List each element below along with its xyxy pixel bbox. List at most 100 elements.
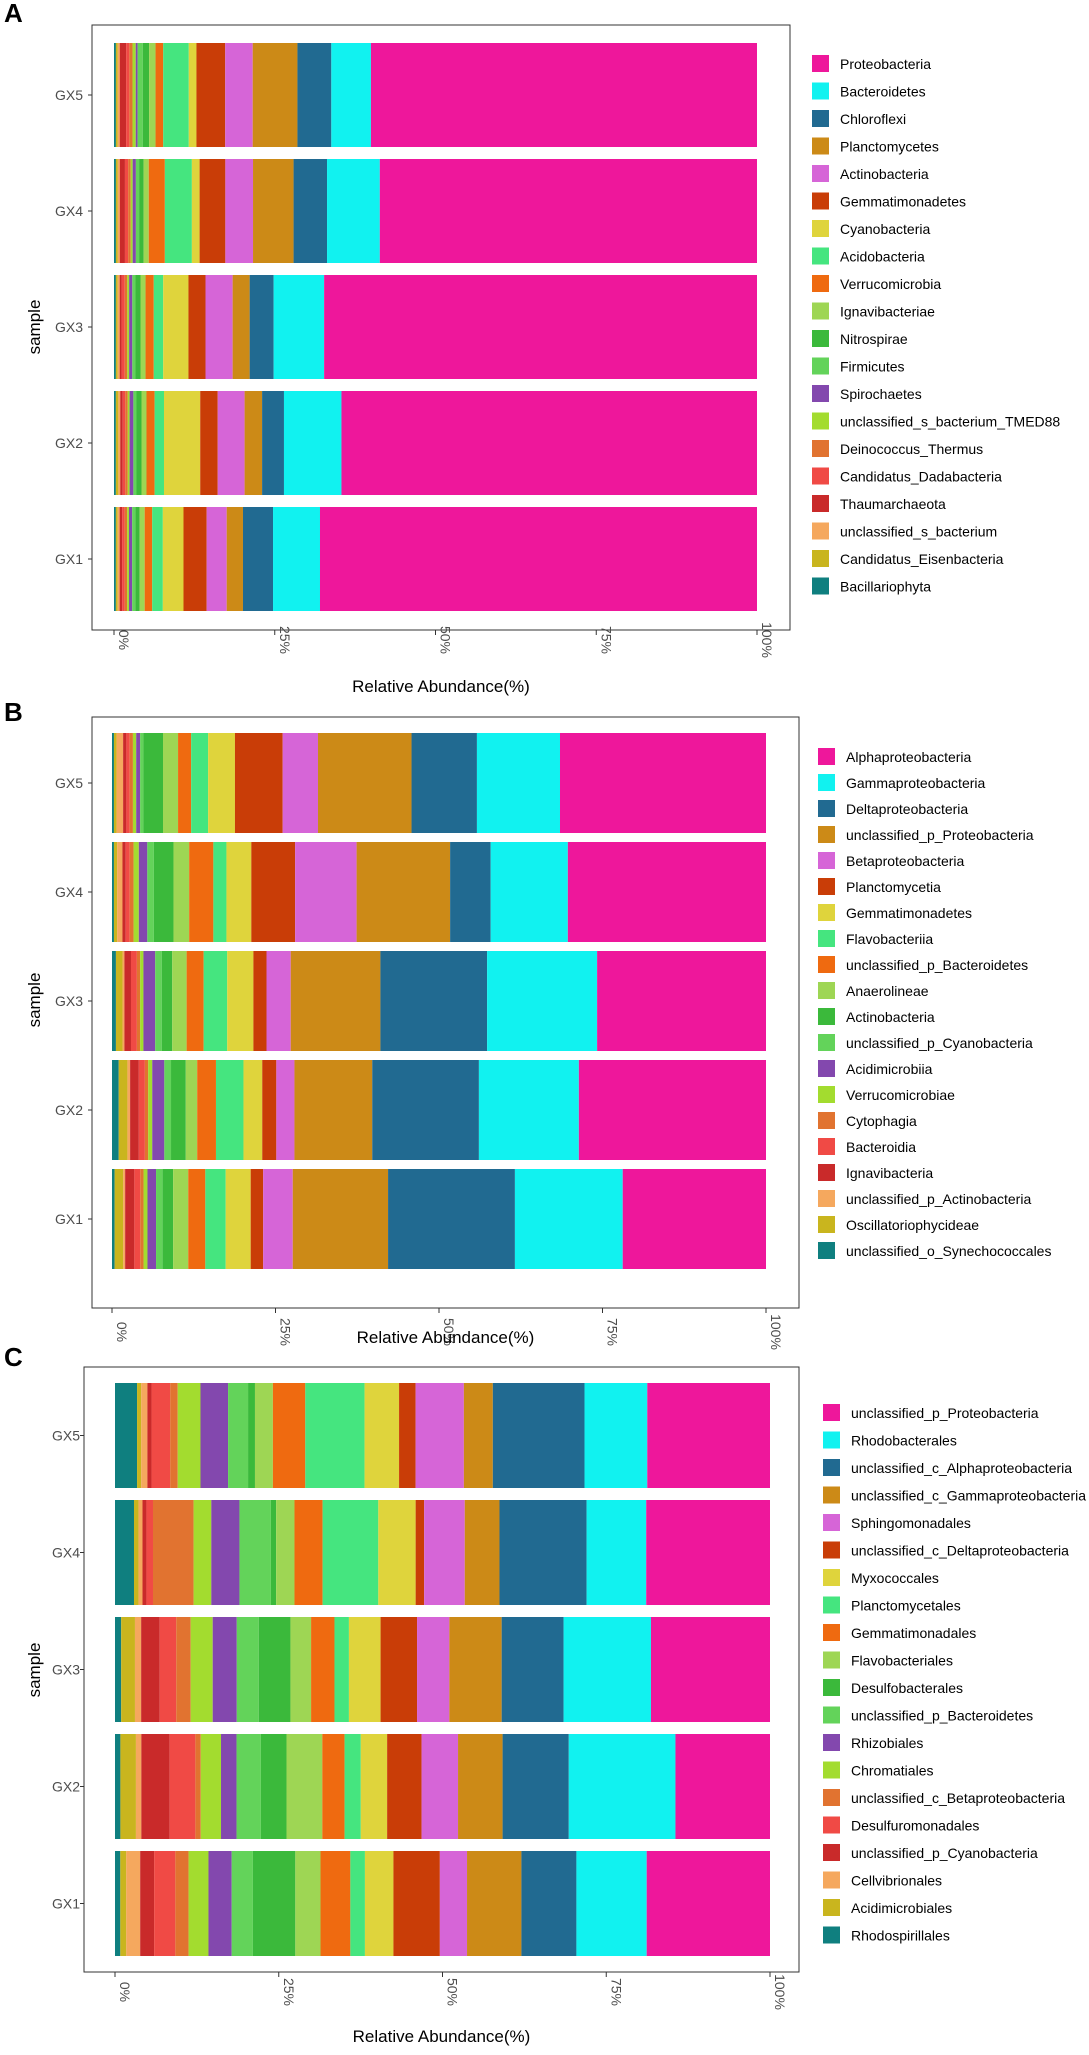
bar-segment-c-gx4-myxococcales: GX4 · Myxococcales: 5.7: [378, 1500, 416, 1605]
bar-segment-a-gx2-deinococcus-thermus: GX2 · Deinococcus_Thermus: 0.4: [125, 391, 128, 495]
bar-segment-b-gx1-betaproteobacteria: GX1 · Betaproteobacteria: 4.5: [263, 1169, 293, 1269]
bar-segment-a-gx2-cyanobacteria: GX2 · Cyanobacteria: 5.8: [163, 391, 201, 495]
bar-segment-a-gx4-nitrospirae: GX4 · Nitrospirae: 0.7: [139, 159, 144, 263]
bar-segment-b-gx4-cytophagia: GX4 · Cytophagia: 0.6: [129, 842, 134, 942]
sample-label-gx1: GX1: [52, 1896, 80, 1912]
x-axis-title-c: Relative Abundance(%): [353, 2027, 531, 2046]
bar-segment-a-gx1-bacillariophyta: GX1 · Bacillariophyta: 0.3: [114, 507, 116, 611]
bar-segment-a-gx4-ignavibacteriae: GX4 · Ignavibacteriae: 0.8: [143, 159, 149, 263]
bar-segment-a-gx1-acidobacteria: GX1 · Acidobacteria: 1.7: [152, 507, 163, 611]
bar-segment-b-gx3-unclassified-p-bacteroidetes: GX3 · unclassified_p_Bacteroidetes: 2.6: [186, 951, 204, 1051]
bar-segment-c-gx1-rhodospirillales: GX1 · Rhodospirillales: 0.8: [115, 1851, 121, 1956]
bar-segment-c-gx4-unclassified-p-proteobacteria: GX4 · unclassified_p_Proteobacteria: 18.…: [646, 1500, 770, 1605]
bar-segment-a-gx1-spirochaetes: GX1 · Spirochaetes: 0.5: [129, 507, 133, 611]
x-tick-label-a-1: 25%: [277, 626, 293, 654]
y-axis-title-b: sample: [25, 973, 44, 1028]
bar-segment-a-gx3-bacteroidetes: GX3 · Bacteroidetes: 8: [273, 275, 325, 379]
legend-swatch-c-planctomycetales: [823, 1596, 840, 1614]
legend-label-c-unclassified-c-deltaproteobacteria: unclassified_c_Deltaproteobacteria: [851, 1543, 1069, 1559]
bar-segment-a-gx3-ignavibacteriae: GX3 · Ignavibacteriae: 0.8: [140, 275, 146, 379]
legend-swatch-a-thaumarchaeota: [812, 495, 829, 512]
bar-segment-a-gx2-ignavibacteriae: GX2 · Ignavibacteriae: 0.8: [141, 391, 147, 495]
bar-segment-a-gx4-bacillariophyta: GX4 · Bacillariophyta: 0.3: [114, 159, 116, 263]
bar-segment-a-gx5-deinococcus-thermus: GX5 · Deinococcus_Thermus: 0.5: [129, 43, 133, 147]
bar-segment-c-gx2-desulfuromonadales: GX2 · Desulfuromonadales: 3.8: [169, 1734, 196, 1839]
bar-segment-c-gx1-unclassified-p-bacteroidetes: GX1 · unclassified_p_Bacteroidetes: 3.2: [231, 1851, 253, 1956]
legend-label-c-unclassified-p-cyanobacteria: unclassified_p_Cyanobacteria: [851, 1845, 1038, 1861]
legend-label-c-unclassified-c-alphaproteobacteria: unclassified_c_Alphaproteobacteria: [851, 1460, 1072, 1476]
x-tick-label-c-4: 100%: [772, 1974, 788, 2010]
panel-letter-c: C: [4, 1342, 23, 1372]
bar-segment-c-gx5-cellvibrionales: GX5 · Cellvibrionales: 0.9: [141, 1383, 148, 1488]
bar-segment-b-gx4-bacteroidia: GX4 · Bacteroidia: 0.6: [125, 842, 130, 942]
bar-segment-c-gx5-gemmatimonadales: GX5 · Gemmatimonadales: 4.7: [272, 1383, 306, 1488]
legend-swatch-a-cyanobacteria: [812, 220, 829, 237]
bar-segment-c-gx3-desulfobacterales: GX3 · Desulfobacterales: 4.6: [258, 1617, 291, 1722]
bar-segment-b-gx2-gammaproteobacteria: GX2 · Gammaproteobacteria: 14.9: [478, 1060, 579, 1160]
bar-segment-a-gx4-cyanobacteria: GX4 · Cyanobacteria: 1.2: [191, 159, 200, 263]
bar-segment-c-gx4-rhodospirillales: GX4 · Rhodospirillales: 2.9: [115, 1500, 134, 1605]
bar-segment-c-gx3-rhodospirillales: GX3 · Rhodospirillales: 0.9: [115, 1617, 122, 1722]
x-tick-label-a-0: 0%: [116, 630, 132, 650]
bar-segment-c-gx4-flavobacteriales: GX4 · Flavobacteriales: 2.8: [276, 1500, 295, 1605]
legend-swatch-a-candidatus-dadabacteria: [812, 467, 829, 485]
bar-segment-a-gx2-candidatus-eisenbacteria: GX2 · Candidatus_Eisenbacteria: 0.4: [115, 391, 119, 495]
bar-segment-a-gx1-firmicutes: GX1 · Firmicutes: 0.5: [132, 507, 136, 611]
x-tick-label-a-2: 50%: [438, 626, 454, 654]
legend-swatch-a-gemmatimonadetes: [812, 192, 829, 210]
bar-segment-a-gx5-verrucomicrobia: GX5 · Verrucomicrobia: 1.2: [155, 43, 164, 147]
bar-segment-b-gx5-acidimicrobiia: GX5 · Acidimicrobiia: 0.6: [136, 733, 141, 833]
bar-segment-a-gx3-verrucomicrobia: GX3 · Verrucomicrobia: 1.3: [145, 275, 154, 379]
bar-segment-a-gx5-proteobacteria: GX5 · Proteobacteria: 60.4: [370, 43, 757, 147]
bar-segment-b-gx4-unclassified-p-cyanobacteria: GX4 · unclassified_p_Cyanobacteria: 1: [147, 842, 154, 942]
bar-segment-c-gx2-sphingomonadales: GX2 · Sphingomonadales: 5.4: [421, 1734, 459, 1839]
legend-label-c-rhizobiales: Rhizobiales: [851, 1735, 923, 1751]
x-tick-label-a-4: 100%: [759, 622, 775, 658]
legend-label-b-deltaproteobacteria: Deltaproteobacteria: [846, 801, 968, 817]
legend-swatch-a-acidobacteria: [812, 247, 829, 265]
legend-swatch-b-gammaproteobacteria: [818, 774, 835, 791]
panel-b: B GX5 · unclassified_o_Synechococcales: 0…: [4, 697, 1051, 1350]
legend-swatch-b-ignavibacteria: [818, 1164, 835, 1181]
bar-segment-b-gx1-bacteroidia: GX1 · Bacteroidia: 0.9: [134, 1169, 141, 1269]
bar-segment-a-gx2-bacillariophyta: GX2 · Bacillariophyta: 0.3: [114, 391, 116, 495]
bar-segment-c-gx1-unclassified-p-cyanobacteria: GX1 · unclassified_p_Cyanobacteria: 2.1: [140, 1851, 155, 1956]
legend-label-b-acidimicrobiia: Acidimicrobiia: [846, 1061, 933, 1077]
bar-segment-b-gx3-unclassified-p-proteobacteria: GX3 · unclassified_p_Proteobacteria: 13.…: [290, 951, 381, 1051]
bar-segment-b-gx3-flavobacteriia: GX3 · Flavobacteriia: 3.6: [203, 951, 228, 1051]
bar-segment-c-gx5-rhodospirillales: GX5 · Rhodospirillales: 3.2: [115, 1383, 138, 1488]
bar-segment-a-gx4-candidatus-eisenbacteria: GX4 · Candidatus_Eisenbacteria: 0.3: [115, 159, 118, 263]
sample-label-gx4: GX4: [52, 1545, 80, 1561]
x-tick-label-b-2: 50%: [441, 1318, 457, 1346]
legend-label-b-gemmatimonadetes: Gemmatimonadetes: [846, 905, 972, 921]
bar-segment-c-gx4-unclassified-c-alphaproteobacteria: GX4 · unclassified_c_Alphaproteobacteria…: [499, 1500, 587, 1605]
bar-segment-a-gx1-candidatus-dadabacteria: GX1 · Candidatus_Dadabacteria: 0.4: [122, 507, 125, 611]
bar-segment-a-gx5-unclassified-s-bacterium-tmed88: GX5 · unclassified_s_bacterium_TMED88: 0…: [132, 43, 136, 147]
legend-label-b-alphaproteobacteria: Alphaproteobacteria: [846, 749, 972, 765]
bar-segment-c-gx4-unclassified-c-betaproteobacteria: GX4 · unclassified_c_Betaproteobacteria:…: [152, 1500, 194, 1605]
bar-segment-c-gx2-unclassified-p-cyanobacteria: GX2 · unclassified_p_Cyanobacteria: 4.2: [141, 1734, 170, 1839]
bar-segment-c-gx2-myxococcales: GX2 · Myxococcales: 3.9: [360, 1734, 388, 1839]
legend-swatch-b-unclassified-p-proteobacteria: [818, 826, 835, 843]
bar-segment-c-gx5-flavobacteriales: GX5 · Flavobacteriales: 2.6: [254, 1383, 273, 1488]
bar-segment-b-gx3-ignavibacteria: GX3 · Ignavibacteria: 1: [124, 951, 131, 1051]
bar-segment-c-gx2-flavobacteriales: GX2 · Flavobacteriales: 5.3: [286, 1734, 323, 1839]
legend-swatch-c-rhodospirillales: [823, 1926, 840, 1944]
bar-segment-b-gx4-unclassified-p-proteobacteria: GX4 · unclassified_p_Proteobacteria: 14.…: [356, 842, 451, 942]
bar-segment-b-gx4-deltaproteobacteria: GX4 · Deltaproteobacteria: 6.2: [450, 842, 491, 942]
bar-segment-a-gx1-bacteroidetes: GX1 · Bacteroidetes: 7.5: [273, 507, 320, 611]
bar-segment-b-gx4-gammaproteobacteria: GX4 · Gammaproteobacteria: 11.8: [490, 842, 568, 942]
bar-segment-a-gx3-bacillariophyta: GX3 · Bacillariophyta: 0.3: [114, 275, 116, 379]
bar-segment-c-gx4-unclassified-c-deltaproteobacteria: GX4 · unclassified_c_Deltaproteobacteria…: [415, 1500, 425, 1605]
bar-segment-b-gx2-actinobacteria: GX2 · Actinobacteria: 2.2: [171, 1060, 186, 1160]
bar-segment-c-gx5-unclassified-c-alphaproteobacteria: GX5 · unclassified_c_Alphaproteobacteria…: [492, 1383, 585, 1488]
bar-segment-b-gx3-planctomycetia: GX3 · Planctomycetia: 2: [253, 951, 267, 1051]
x-axis-title-a: Relative Abundance(%): [352, 677, 530, 696]
bar-segment-a-gx2-nitrospirae: GX2 · Nitrospirae: 0.8: [136, 391, 142, 495]
bar-segment-c-gx4-acidimicrobiales: GX4 · Acidimicrobiales: 0.7: [133, 1500, 139, 1605]
bar-segment-c-gx3-unclassified-p-proteobacteria: GX3 · unclassified_p_Proteobacteria: 17.…: [650, 1617, 770, 1722]
x-tick-label-b-0: 0%: [114, 1322, 130, 1342]
legend-label-b-unclassified-p-proteobacteria: unclassified_p_Proteobacteria: [846, 827, 1034, 843]
bar-segment-c-gx3-myxococcales: GX3 · Myxococcales: 4.6: [348, 1617, 381, 1722]
